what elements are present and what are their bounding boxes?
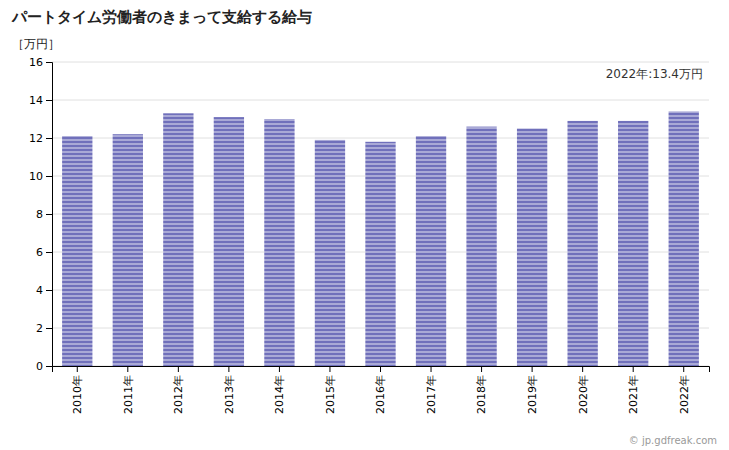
grid-line	[52, 62, 709, 63]
bar	[163, 113, 193, 366]
bar	[62, 136, 92, 366]
x-tick-mark	[329, 366, 330, 372]
bars	[62, 111, 699, 366]
x-tick-label: 2013年	[223, 375, 236, 414]
x-tick-mark	[582, 366, 583, 372]
y-tick: 8	[36, 208, 52, 221]
x-tick: 2016年	[374, 366, 387, 414]
y-tick-label: 6	[36, 246, 43, 259]
x-tick-label: 2016年	[374, 375, 387, 414]
plot: 02468101214162010年2011年2012年2013年2014年20…	[29, 56, 710, 414]
x-tick-label: 2017年	[425, 375, 438, 414]
y-tick-mark	[46, 328, 52, 329]
bar	[567, 121, 597, 366]
y-tick-label: 10	[29, 170, 43, 183]
x-tick: 2018年	[475, 366, 488, 414]
y-tick-label: 0	[36, 360, 43, 373]
y-tick-mark	[46, 252, 52, 253]
y-tick-mark	[46, 366, 52, 367]
y-tick-label: 8	[36, 208, 43, 221]
x-tick: 2021年	[627, 366, 640, 414]
y-tick: 16	[29, 56, 52, 69]
y-tick-mark	[46, 290, 52, 291]
x-tick-mark	[532, 366, 533, 372]
x-tick: 2012年	[172, 366, 185, 414]
x-tick-label: 2018年	[475, 375, 488, 414]
y-tick-label: 14	[29, 94, 43, 107]
y-tick: 4	[36, 284, 52, 297]
y-tick: 6	[36, 246, 52, 259]
y-tick-label: 4	[36, 284, 43, 297]
bar	[669, 111, 699, 366]
x-tick: 2015年	[324, 366, 337, 414]
bar	[466, 127, 496, 366]
x-tick-mark	[481, 366, 482, 372]
title: パートタイム労働者のきまって支給する給与	[11, 8, 312, 26]
x-tick-mark	[228, 366, 229, 372]
bar	[214, 117, 244, 366]
x-tick-mark	[77, 366, 78, 372]
x-tick-label: 2022年	[678, 375, 691, 414]
x-tick-label: 2019年	[526, 375, 539, 414]
bar	[416, 136, 446, 366]
x-tick-mark	[431, 366, 432, 372]
y-tick-mark	[46, 138, 52, 139]
y-tick: 0	[36, 360, 52, 373]
y-tick-mark	[46, 62, 52, 63]
x-tick-mark	[380, 366, 381, 372]
annotation: 2022年:13.4万円	[606, 67, 703, 81]
y-tick: 14	[29, 94, 52, 107]
y-tick: 10	[29, 170, 52, 183]
y-axis-line	[46, 63, 53, 367]
x-tick: 2022年	[678, 366, 691, 414]
x-tick: 2017年	[425, 366, 438, 414]
x-tick-label: 2011年	[122, 375, 135, 414]
bar	[264, 119, 294, 366]
bar	[618, 121, 648, 366]
grid-line	[52, 100, 709, 101]
y-tick-mark	[46, 176, 52, 177]
x-tick: 2020年	[577, 366, 590, 414]
x-tick-label: 2010年	[71, 375, 84, 414]
y-tick-label: 2	[36, 322, 43, 335]
y-tick-mark	[46, 100, 52, 101]
x-axis: 2010年 2011年 2012年 2013年 2014年 2015年 2016年 2017年…	[53, 366, 710, 414]
y-tick-label: 16	[29, 56, 43, 69]
x-tick-mark	[279, 366, 280, 372]
x-tick: 2014年	[273, 366, 286, 414]
x-tick: 2019年	[526, 366, 539, 414]
x-tick-label: 2015年	[324, 375, 337, 414]
grid	[52, 62, 709, 366]
watermark: © jp.gdfreak.com	[629, 435, 717, 446]
x-tick-mark	[127, 366, 128, 372]
y-tick: 12	[29, 132, 52, 145]
bar	[315, 140, 345, 366]
y-axis: 0 2 4 6 8 10 12 14 16	[29, 56, 53, 373]
x-tick-mark	[683, 366, 684, 372]
chart: 02468101214162010年2011年2012年2013年2014年20…	[0, 0, 729, 450]
x-tick-mark	[178, 366, 179, 372]
x-tick: 2011年	[122, 366, 135, 414]
x-tick: 2010年	[71, 366, 84, 414]
y-label: ［万円］	[12, 37, 60, 51]
bar	[517, 129, 547, 367]
y-tick-mark	[46, 214, 52, 215]
x-tick-label: 2014年	[273, 375, 286, 414]
bar	[113, 134, 143, 366]
bar	[365, 142, 395, 366]
x-tick-mark	[633, 366, 634, 372]
x-tick-label: 2021年	[627, 375, 640, 414]
x-tick-label: 2012年	[172, 375, 185, 414]
grid-line	[52, 138, 709, 139]
y-tick-label: 12	[29, 132, 43, 145]
x-axis-line	[53, 367, 710, 373]
x-tick: 2013年	[223, 366, 236, 414]
y-tick: 2	[36, 322, 52, 335]
x-tick-label: 2020年	[577, 375, 590, 414]
